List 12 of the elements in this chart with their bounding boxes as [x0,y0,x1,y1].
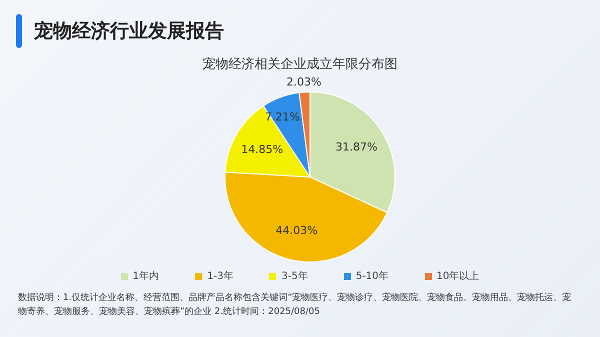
chart-subtitle: 宠物经济相关企业成立年限分布图 [202,56,398,73]
legend-label: 1-3年 [206,270,234,283]
data-label: 31.87% [336,140,378,154]
chart-title: 宠物经济行业发展报告 [34,19,224,44]
data-label: 2.03% [286,76,322,89]
legend-label: 3-5年 [280,270,308,283]
legend-label: 5-10年 [354,270,389,283]
legend-label: 1年内 [132,270,160,283]
data-label: 44.03% [276,224,318,238]
text: 数据说明：1.仅统计企业名称、经营范围、品牌产品名称包含关键词“宠物医疗、宠物诊疗、宠物医院、宠物食品、宠物用品、宠物托运、宠物寄养、宠物服务、宠物美容、宠物殡葬”的企业 2.统计时间：2025/08/05 [18,292,572,319]
legend-label: 10年以上 [436,270,480,283]
data-label: 14.85% [241,142,284,156]
